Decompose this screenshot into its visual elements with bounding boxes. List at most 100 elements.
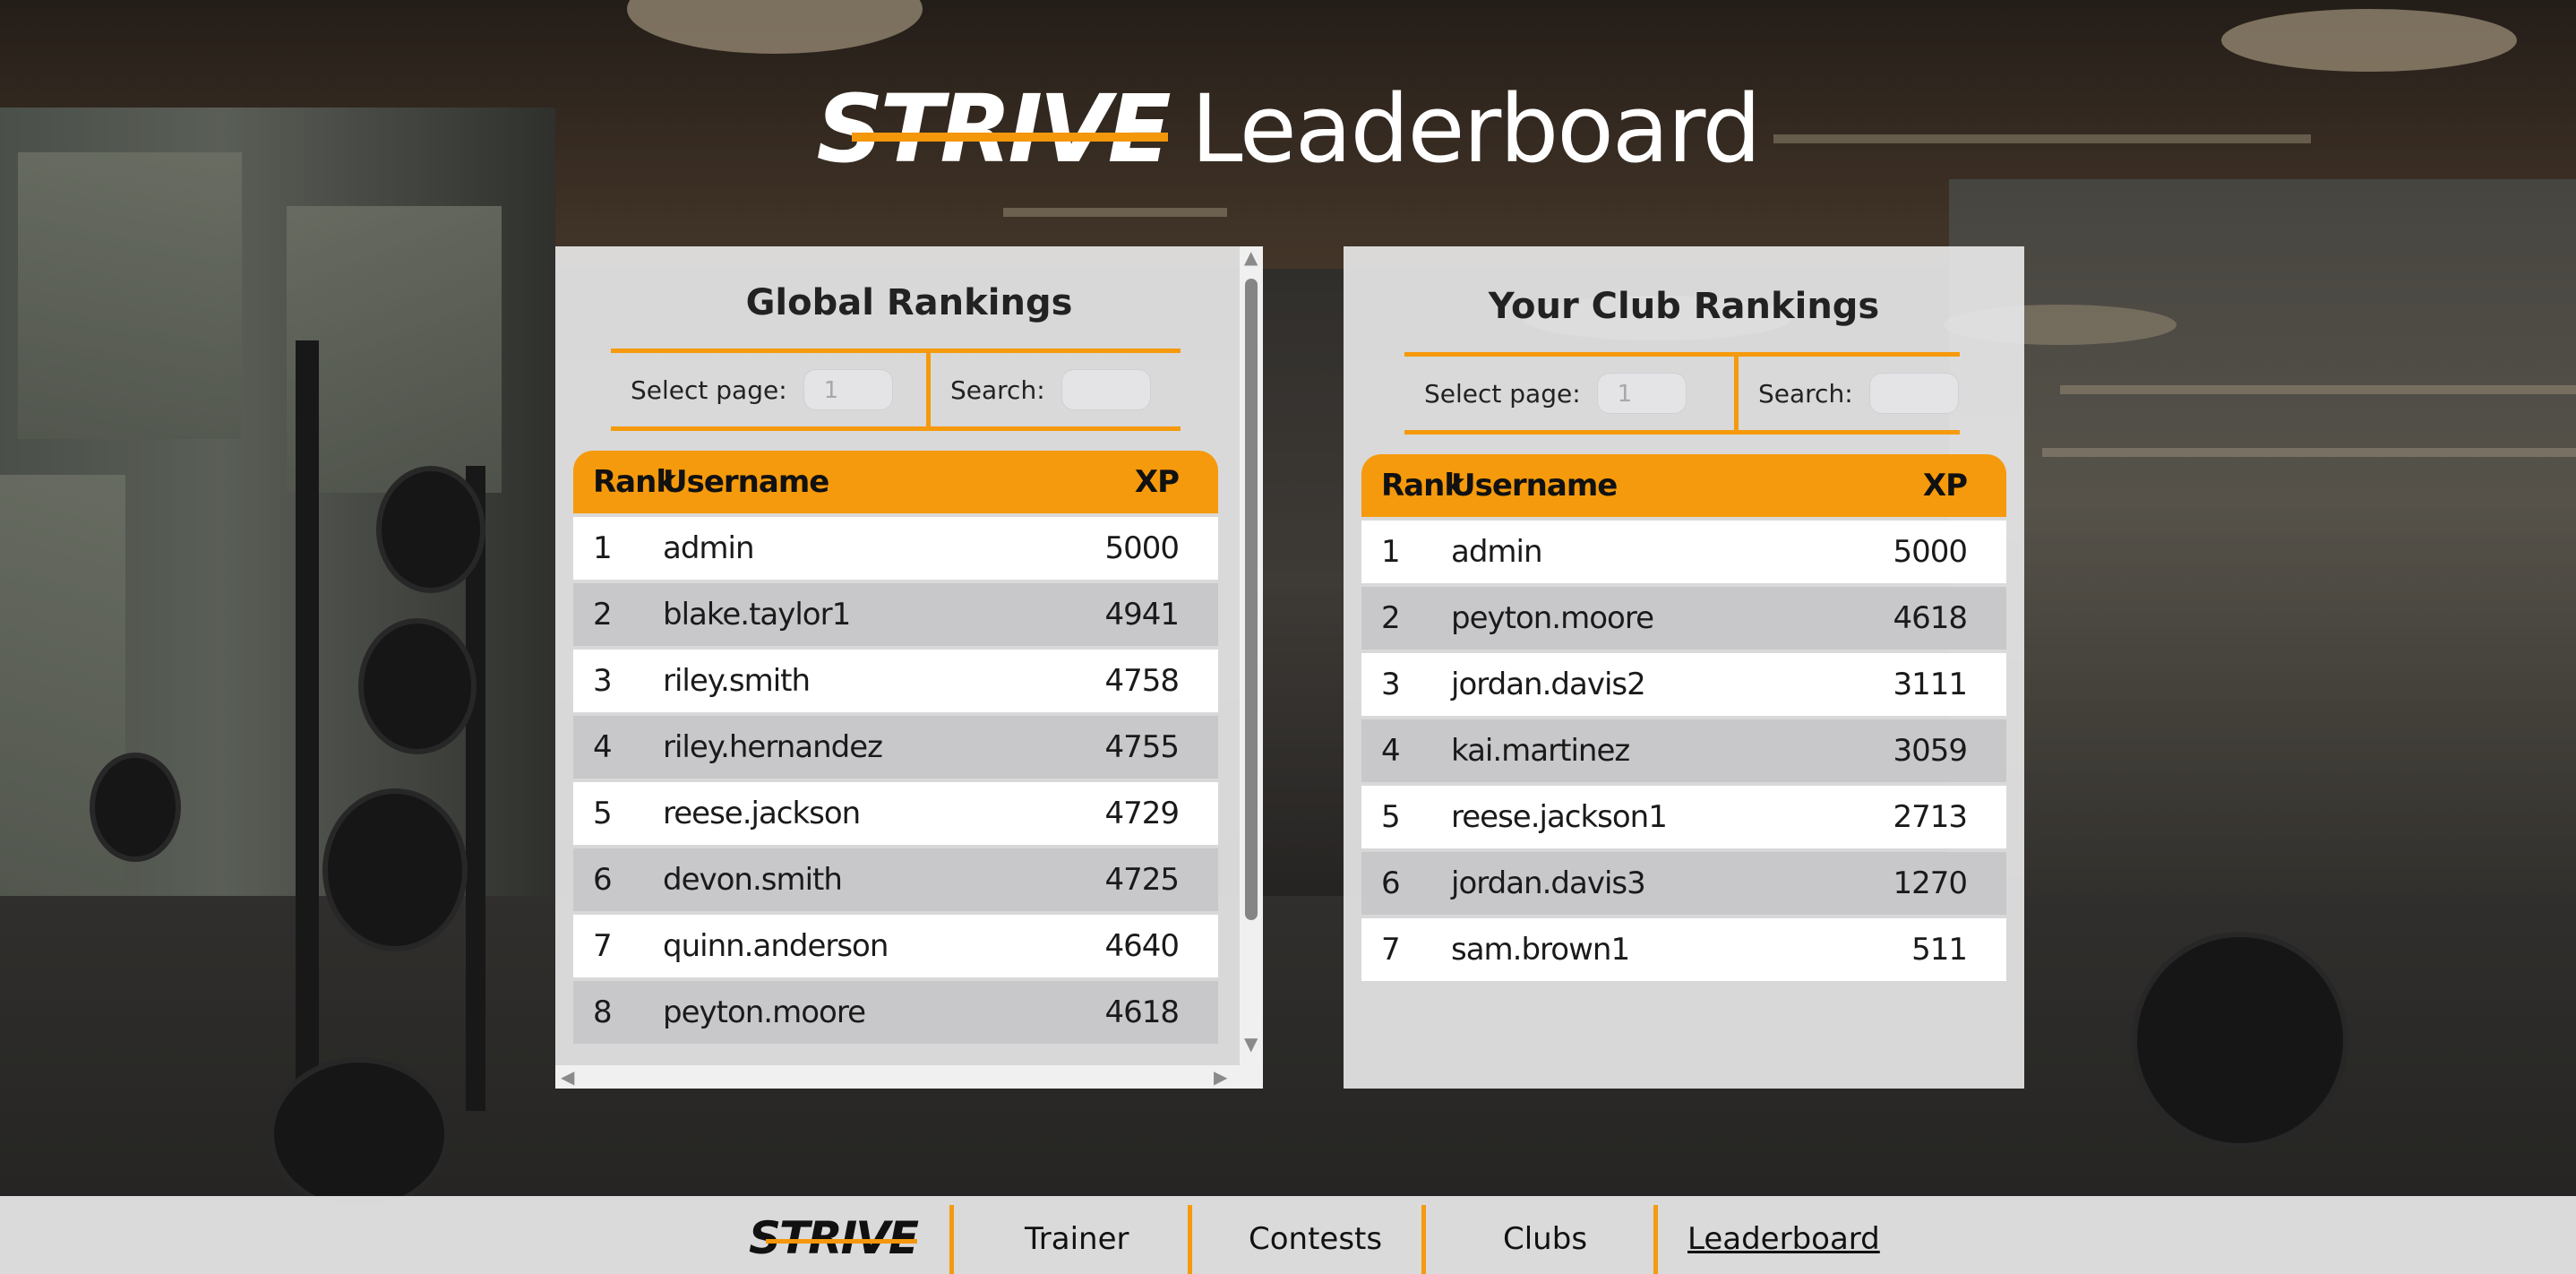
table-row[interactable]: 2 blake.taylor1 4941 (573, 583, 1218, 646)
username-cell: sam.brown1 (1451, 932, 1630, 968)
club-page-input[interactable]: 1 (1596, 373, 1687, 414)
table-header: Rank Username XP (1361, 454, 2006, 517)
scroll-up-arrow-icon[interactable]: ▲ (1244, 246, 1258, 268)
xp-cell: 3111 (1893, 667, 1968, 702)
global-rankings-table: Rank Username XP 1 admin 5000 2 blake.ta… (573, 451, 1218, 1044)
xp-cell: 4618 (1104, 994, 1180, 1030)
global-search-input[interactable] (1060, 369, 1151, 410)
xp-cell: 4755 (1104, 729, 1180, 765)
rank-cell: 6 (593, 862, 613, 898)
username-cell: kai.martinez (1451, 733, 1630, 769)
table-row[interactable]: 5 reese.jackson1 2713 (1361, 786, 2006, 848)
rank-cell: 7 (1381, 932, 1401, 968)
xp-column-header[interactable]: XP (1922, 468, 1968, 504)
club-search-input[interactable] (1868, 373, 1959, 414)
scroll-right-arrow-icon[interactable]: ▶ (1214, 1066, 1228, 1088)
club-controls: Select page: 1 Search: (1404, 352, 1960, 435)
club-search-label: Search: (1758, 378, 1853, 409)
xp-cell: 4725 (1104, 862, 1180, 898)
username-cell: admin (663, 530, 755, 566)
global-controls: Select page: 1 Search: (611, 349, 1181, 431)
nav-divider (949, 1205, 954, 1274)
table-row[interactable]: 6 jordan.davis3 1270 (1361, 852, 2006, 915)
vertical-scrollbar[interactable]: ▲ ▼ (1240, 246, 1263, 1089)
rank-cell: 1 (1381, 534, 1401, 570)
xp-cell: 5000 (1893, 534, 1968, 570)
username-cell: admin (1451, 534, 1543, 570)
xp-cell: 4758 (1104, 663, 1180, 699)
rank-cell: 2 (593, 597, 613, 633)
global-rankings-title: Global Rankings (745, 282, 1073, 323)
table-row[interactable]: 5 reese.jackson 4729 (573, 782, 1218, 845)
global-search-label: Search: (950, 374, 1045, 405)
rank-column-header[interactable]: Rank (1381, 468, 1464, 504)
table-row[interactable]: 2 peyton.moore 4618 (1361, 587, 2006, 650)
global-select-page-label: Select page: (631, 374, 787, 405)
nav-item-leaderboard[interactable]: Leaderboard (1687, 1221, 1880, 1257)
nav-item-trainer[interactable]: Trainer (1025, 1221, 1129, 1257)
rank-cell: 2 (1381, 600, 1401, 636)
username-cell: riley.hernandez (663, 729, 883, 765)
page-title: Leaderboard (1190, 74, 1762, 184)
username-cell: peyton.moore (663, 994, 866, 1030)
xp-cell: 511 (1911, 932, 1968, 968)
table-row[interactable]: 3 riley.smith 4758 (573, 650, 1218, 712)
xp-column-header[interactable]: XP (1134, 464, 1180, 500)
table-row[interactable]: 6 devon.smith 4725 (573, 848, 1218, 911)
nav-strive-logo[interactable]: STRIVE (749, 1212, 919, 1264)
username-cell: jordan.davis3 (1451, 865, 1646, 901)
xp-cell: 2713 (1893, 799, 1968, 835)
table-row[interactable]: 7 sam.brown1 511 (1361, 918, 2006, 981)
table-row[interactable]: 1 admin 5000 (573, 517, 1218, 580)
rank-cell: 3 (593, 663, 613, 699)
username-cell: peyton.moore (1451, 600, 1654, 636)
club-rankings-table: Rank Username XP 1 admin 5000 2 peyton.m… (1361, 454, 2006, 981)
username-cell: jordan.davis2 (1451, 667, 1646, 702)
nav-divider (1421, 1205, 1426, 1274)
username-cell: quinn.anderson (663, 928, 889, 964)
scroll-left-arrow-icon[interactable]: ◀ (561, 1066, 575, 1088)
table-row[interactable]: 8 peyton.moore 4618 (573, 981, 1218, 1044)
scroll-down-arrow-icon[interactable]: ▼ (1244, 1033, 1258, 1054)
rank-cell: 4 (593, 729, 613, 765)
club-rankings-title: Your Club Rankings (1488, 286, 1880, 327)
nav-divider (1653, 1205, 1658, 1274)
rank-column-header[interactable]: Rank (593, 464, 676, 500)
table-row[interactable]: 7 quinn.anderson 4640 (573, 915, 1218, 977)
xp-cell: 1270 (1893, 865, 1968, 901)
rank-cell: 4 (1381, 733, 1401, 769)
xp-cell: 3059 (1893, 733, 1968, 769)
scrollbar-thumb[interactable] (1245, 279, 1258, 920)
xp-cell: 4618 (1893, 600, 1968, 636)
nav-item-clubs[interactable]: Clubs (1503, 1221, 1588, 1257)
username-cell: reese.jackson (663, 796, 861, 831)
club-select-page-label: Select page: (1424, 378, 1581, 409)
xp-cell: 5000 (1104, 530, 1180, 566)
nav-divider (1188, 1205, 1192, 1274)
rank-cell: 5 (593, 796, 613, 831)
table-row[interactable]: 4 kai.martinez 3059 (1361, 719, 2006, 782)
username-column-header[interactable]: Username (1451, 468, 1618, 504)
username-cell: devon.smith (663, 862, 843, 898)
club-rankings-panel: Your Club Rankings Select page: 1 Search… (1344, 246, 2024, 1089)
xp-cell: 4640 (1104, 928, 1180, 964)
horizontal-scrollbar[interactable]: ◀ ▶ (555, 1065, 1240, 1089)
strive-logo: STRIVE (816, 74, 1171, 184)
rank-cell: 1 (593, 530, 613, 566)
rank-cell: 8 (593, 994, 613, 1030)
rank-cell: 5 (1381, 799, 1401, 835)
table-row[interactable]: 1 admin 5000 (1361, 521, 2006, 583)
rank-cell: 6 (1381, 865, 1401, 901)
bottom-nav: STRIVE Trainer Contests Clubs Leaderboar… (0, 1196, 2576, 1274)
username-column-header[interactable]: Username (663, 464, 829, 500)
rank-cell: 3 (1381, 667, 1401, 702)
table-row[interactable]: 3 jordan.davis2 3111 (1361, 653, 2006, 716)
global-rankings-panel: Global Rankings Select page: 1 Search: R… (555, 246, 1263, 1089)
global-page-input[interactable]: 1 (803, 369, 893, 410)
nav-item-contests[interactable]: Contests (1249, 1221, 1383, 1257)
page-header: STRIVE Leaderboard (0, 82, 2576, 176)
table-row[interactable]: 4 riley.hernandez 4755 (573, 716, 1218, 779)
xp-cell: 4941 (1104, 597, 1180, 633)
xp-cell: 4729 (1104, 796, 1180, 831)
